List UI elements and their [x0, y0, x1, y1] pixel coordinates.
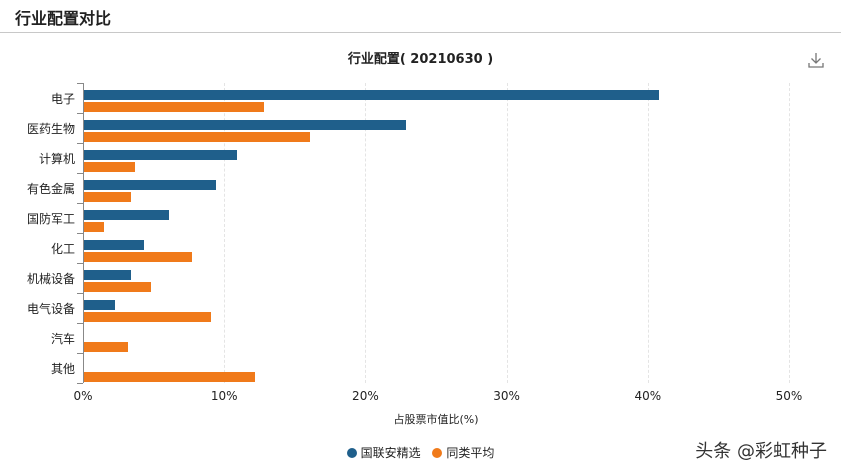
y-category-label: 医药生物 [26, 122, 75, 136]
y-tick [77, 83, 83, 84]
y-tick [77, 233, 83, 234]
bar-fund[interactable] [83, 90, 660, 100]
y-tick [77, 293, 83, 294]
y-category-label: 化工 [50, 242, 75, 256]
bar-fund[interactable] [83, 300, 116, 310]
y-category-label: 其他 [50, 362, 75, 376]
legend-item-series1[interactable]: 国联安精选 [346, 444, 421, 461]
x-tick-label: 10% [210, 389, 238, 403]
bar-fund[interactable] [83, 150, 237, 160]
legend-dot-icon [346, 447, 357, 458]
gridline [789, 83, 790, 383]
y-category-label: 国防军工 [26, 212, 75, 226]
bar-peer-average[interactable] [83, 102, 264, 112]
y-tick [77, 353, 83, 354]
bar-peer-average[interactable] [83, 162, 136, 172]
bar-peer-average[interactable] [83, 132, 311, 142]
y-tick [77, 113, 83, 114]
bar-peer-average[interactable] [83, 282, 151, 292]
section-header: 行业配置对比 [0, 0, 841, 33]
chart-title: 行业配置( 20210630 ) [347, 52, 494, 67]
bar-peer-average[interactable] [83, 192, 131, 202]
y-tick [77, 383, 83, 384]
bar-peer-average[interactable] [83, 342, 129, 352]
y-tick [77, 323, 83, 324]
y-tick [77, 143, 83, 144]
x-tick-label: 0% [73, 389, 93, 403]
legend-dot-icon [432, 447, 443, 458]
bar-fund[interactable] [83, 270, 131, 280]
y-category-label: 电气设备 [26, 302, 75, 316]
watermark: 头条 @彩虹种子 [695, 441, 827, 462]
legend: 国联安精选 同类平均 [0, 444, 841, 461]
bar-fund[interactable] [83, 180, 216, 190]
y-tick [77, 203, 83, 204]
x-tick-label: 50% [775, 389, 803, 403]
x-tick-label: 30% [493, 389, 520, 403]
bar-peer-average[interactable] [83, 372, 256, 382]
bar-fund[interactable] [83, 240, 144, 250]
plot-area [83, 83, 790, 383]
y-category-label: 计算机 [38, 152, 75, 166]
y-tick [77, 173, 83, 174]
bar-fund[interactable] [83, 120, 407, 130]
bar-peer-average[interactable] [83, 312, 212, 322]
y-category-label: 电子 [50, 92, 75, 106]
y-category-label: 机械设备 [26, 272, 75, 286]
gridline [506, 83, 508, 383]
y-category-label: 有色金属 [26, 182, 75, 196]
bar-peer-average[interactable] [83, 222, 105, 232]
x-axis-title: 占股票市值比(%) [393, 413, 479, 426]
bar-fund[interactable] [83, 210, 170, 220]
y-category-label: 汽车 [50, 332, 75, 346]
gridline [224, 83, 226, 383]
y-axis [83, 83, 84, 383]
bar-peer-average[interactable] [83, 252, 192, 262]
x-tick-label: 20% [352, 389, 379, 403]
gridline [647, 83, 649, 383]
section-title: 行业配置对比 [15, 9, 112, 28]
x-tick-label: 40% [634, 389, 662, 403]
y-tick [77, 263, 83, 264]
download-icon[interactable] [806, 50, 826, 70]
legend-item-series2[interactable]: 同类平均 [432, 444, 494, 461]
gridline [365, 83, 367, 383]
